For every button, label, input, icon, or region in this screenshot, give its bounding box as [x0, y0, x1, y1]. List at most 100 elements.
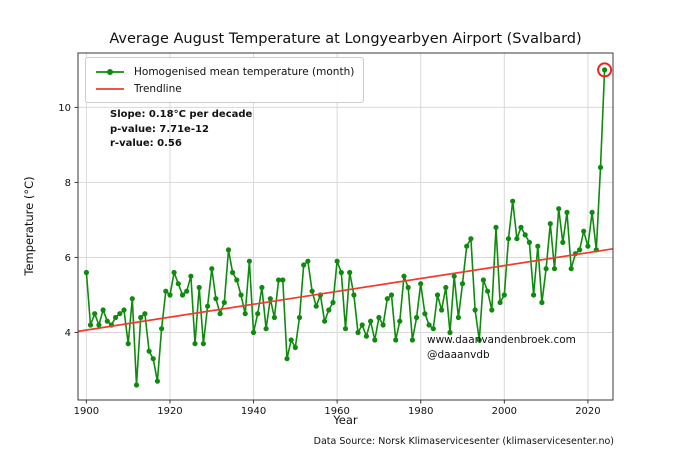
data-point-marker — [426, 322, 432, 328]
data-point-marker — [117, 311, 123, 317]
data-point-marker — [480, 277, 486, 283]
data-point-marker — [535, 243, 541, 249]
data-point-marker — [154, 378, 160, 384]
stats-annotation: Slope: 0.18°C per decade p-value: 7.71e-… — [110, 108, 252, 152]
data-point-marker — [547, 221, 553, 227]
data-point-marker — [493, 224, 499, 230]
data-point-marker — [217, 311, 223, 317]
data-point-marker — [514, 236, 520, 242]
data-point-marker — [376, 314, 382, 321]
data-point-marker — [497, 299, 503, 306]
data-point-marker — [92, 311, 98, 317]
data-point-marker — [326, 307, 332, 313]
x-tick-label: 2000 — [492, 406, 517, 417]
data-point-marker — [129, 296, 135, 302]
data-point-marker — [205, 303, 211, 309]
data-point-marker — [451, 273, 457, 279]
data-point-marker — [338, 269, 344, 276]
data-point-marker — [276, 277, 282, 283]
data-point-marker — [455, 314, 461, 321]
data-point-marker — [125, 341, 131, 347]
data-point-marker — [564, 209, 570, 215]
y-tick-label: 6 — [65, 253, 71, 264]
data-point-marker — [209, 266, 215, 272]
data-point-marker — [238, 292, 244, 298]
data-point-marker — [342, 326, 349, 332]
p-value-text: p-value: 7.71e-12 — [110, 123, 209, 135]
data-point-marker — [393, 337, 399, 343]
legend-line-icon — [96, 87, 124, 90]
data-point-marker — [167, 292, 173, 298]
data-point-marker — [83, 269, 89, 276]
data-point-marker — [409, 337, 415, 343]
data-point-marker — [87, 322, 94, 328]
data-point-marker — [225, 247, 232, 253]
data-point-marker — [522, 232, 528, 238]
trendline — [77, 247, 614, 333]
x-tick-label: 1960 — [324, 406, 349, 417]
data-point-marker — [334, 258, 340, 264]
data-point-marker — [518, 224, 524, 230]
data-point-marker — [213, 296, 219, 302]
data-point-marker — [263, 326, 269, 332]
data-point-marker — [284, 356, 290, 362]
x-tick-label: 1900 — [74, 406, 99, 417]
data-point-marker — [179, 292, 186, 298]
data-point-marker — [255, 311, 261, 317]
data-point-marker — [397, 318, 403, 324]
data-point-marker — [526, 239, 533, 245]
data-point-marker — [159, 326, 165, 332]
data-point-marker — [443, 284, 449, 291]
data-point-marker — [351, 292, 357, 298]
data-point-marker — [405, 284, 411, 291]
data-point-marker — [363, 333, 369, 339]
data-point-marker — [476, 337, 482, 343]
x-tick-label: 1940 — [241, 406, 266, 417]
data-point-marker — [422, 311, 428, 317]
data-point-marker — [355, 329, 361, 336]
data-point-marker — [288, 337, 294, 343]
data-point-marker — [581, 228, 587, 234]
data-point-marker — [292, 344, 298, 351]
legend-item-temperature: Homogenised mean temperature (month) — [94, 63, 354, 80]
data-point-marker — [585, 243, 591, 249]
slope-text: Slope: 0.18°C per decade — [110, 109, 253, 120]
data-source: Data Source: Norsk Klimaservicesenter (k… — [313, 436, 614, 447]
data-point-marker — [505, 236, 512, 242]
data-point-marker — [418, 281, 424, 287]
data-point-marker — [184, 288, 190, 294]
data-point-marker — [430, 326, 436, 332]
legend-item-trendline: Trendline — [94, 80, 354, 97]
data-point-marker — [401, 273, 407, 279]
legend-label-temperature: Homogenised mean temperature (month) — [134, 65, 355, 78]
data-point-marker — [384, 296, 390, 302]
data-point-marker — [138, 314, 144, 321]
watermark-handle: @daaanvdb — [427, 349, 490, 361]
record-highlight-circle — [597, 62, 613, 78]
x-tick-label: 2020 — [575, 406, 600, 417]
data-point-marker — [313, 303, 319, 309]
data-point-marker — [150, 356, 156, 362]
data-point-marker — [556, 206, 562, 212]
data-point-marker — [539, 299, 545, 306]
data-point-marker — [472, 307, 478, 313]
y-tick-label: 4 — [65, 328, 71, 339]
y-tick-label: 8 — [65, 178, 71, 189]
data-point-marker — [146, 348, 152, 354]
data-point-marker — [485, 288, 491, 294]
data-point-marker — [368, 318, 374, 324]
data-point-marker — [113, 314, 119, 321]
data-point-marker — [531, 292, 537, 298]
data-point-marker — [577, 247, 583, 253]
data-point-marker — [551, 266, 558, 272]
data-point-marker — [459, 281, 466, 287]
data-point-marker — [280, 277, 286, 283]
data-point-marker — [104, 318, 110, 324]
data-point-marker — [380, 322, 386, 328]
data-point-marker — [188, 273, 194, 279]
data-point-marker — [560, 239, 566, 245]
data-point-marker — [388, 292, 395, 298]
data-point-marker — [246, 258, 252, 264]
data-point-marker — [250, 329, 257, 336]
